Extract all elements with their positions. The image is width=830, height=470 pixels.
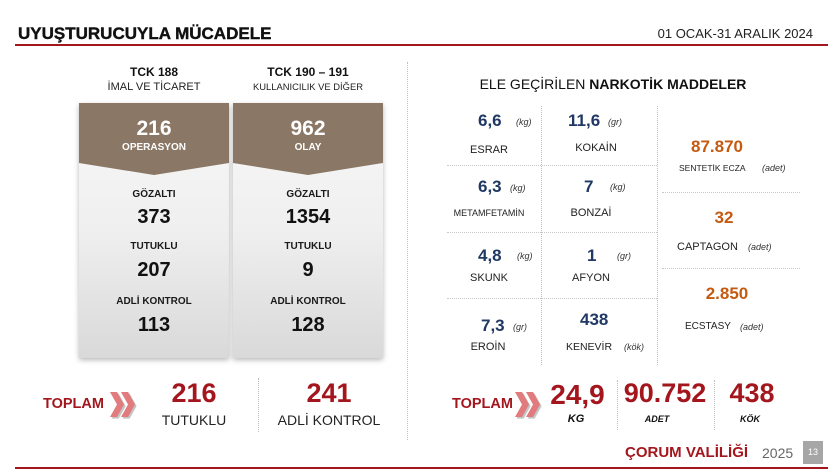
substance-name: SKUNK (470, 272, 508, 284)
substance-value: 11,6 (568, 111, 601, 130)
card-header (233, 103, 383, 175)
substance-value: 6,3 (478, 177, 502, 196)
footer-organization: ÇORUM VALİLİĞİ (625, 444, 749, 461)
grid-divider (447, 165, 657, 166)
stat-value: 373 (137, 206, 171, 228)
counted-unit: (adet) (740, 322, 764, 332)
counted-name: ECSTASY (685, 321, 731, 332)
grid-divider (662, 268, 800, 269)
total-judicial-control-value: 241 (306, 378, 352, 408)
case-code-1: TCK 188 (129, 65, 179, 79)
total-weight-value: 24,9 (550, 379, 605, 410)
stat-value: 207 (137, 259, 171, 281)
substance-value: 7 (584, 177, 594, 196)
seizures-total-label: TOPLAM (452, 396, 513, 412)
cases-total-label: TOPLAM (43, 396, 104, 412)
substance-unit: (kg) (517, 251, 533, 261)
case-code-2: TCK 190 – 191 (267, 65, 349, 79)
incident-label: OLAY (294, 142, 322, 153)
footer-rule (15, 467, 828, 469)
grid-divider (447, 298, 657, 299)
total-count-value: 90.752 (623, 378, 707, 408)
substance-name: BONZAİ (570, 207, 612, 219)
substance-unit: (gr) (513, 322, 527, 332)
stat-label: ADLİ KONTROL (270, 296, 346, 307)
substance-unit: (kg) (510, 183, 526, 193)
seizures-title-bold: NARKOTİK MADDELER (589, 76, 747, 92)
total-judicial-control-label: ADLİ KONTROL (277, 412, 381, 428)
substance-value: 1 (587, 246, 597, 265)
operation-count: 216 (136, 117, 172, 140)
total-count-unit: ADET (644, 414, 670, 424)
card-header (79, 103, 229, 175)
stat-value: 1354 (285, 206, 331, 228)
total-arrested-label: TUTUKLU (161, 412, 227, 428)
substance-name: KENEVİR (565, 341, 613, 353)
counted-name: CAPTAGON (677, 241, 738, 253)
divider (617, 380, 618, 430)
substance-unit: (kg) (610, 182, 626, 192)
seizures-title-regular: ELE GEÇİRİLEN (479, 76, 586, 92)
substance-value: 7,3 (481, 316, 505, 335)
stat-label: GÖZALTI (286, 189, 330, 200)
stat-label: TUTUKLU (130, 241, 178, 252)
counted-value: 32 (714, 208, 734, 227)
substance-value: 6,6 (478, 111, 502, 130)
double-chevron-right-icon (110, 392, 137, 419)
grid-divider (447, 232, 657, 233)
footer-year: 2025 (762, 445, 794, 461)
case-card-1: 216 OPERASYON GÖZALTI 373 TUTUKLU 207 AD… (79, 103, 229, 358)
counted-unit: (adet) (748, 242, 772, 252)
substance-name: METAMFETAMİN (453, 208, 525, 218)
header-rule (15, 44, 828, 46)
operation-label: OPERASYON (122, 142, 186, 153)
stat-value: 9 (302, 259, 314, 281)
counted-unit: (adet) (762, 163, 786, 173)
incident-count: 962 (290, 117, 326, 140)
stat-label: TUTUKLU (284, 241, 332, 252)
total-root-value: 438 (729, 378, 775, 408)
divider (714, 380, 715, 430)
case-subtitle-1: İMAL VE TİCARET (107, 81, 201, 93)
stat-value: 113 (137, 314, 171, 336)
section-divider (407, 62, 408, 440)
seizures-title: ELE GEÇİRİLEN NARKOTİK MADDELER (418, 75, 808, 93)
case-subtitle-2: KULLANICILIK VE DİĞER (253, 81, 363, 92)
substance-name: ESRAR (470, 144, 508, 156)
stat-label: ADLİ KONTROL (116, 296, 192, 307)
stat-value: 128 (291, 314, 325, 336)
page-title: UYUŞTURUCUYLA MÜCADELE (18, 24, 272, 43)
date-range: 01 OCAK-31 ARALIK 2024 (657, 26, 813, 41)
total-root-unit: KÖK (740, 414, 760, 424)
grid-divider (657, 106, 658, 365)
total-weight-unit: KG (567, 413, 585, 425)
substance-name: AFYON (572, 272, 610, 284)
counted-value: 87.870 (691, 137, 743, 156)
substance-name: KOKAİN (575, 142, 617, 154)
substance-name: EROİN (470, 341, 506, 353)
total-arrested-value: 216 (171, 378, 217, 408)
substance-value: 438 (580, 310, 609, 329)
substance-unit: (gr) (617, 251, 631, 261)
substance-unit: (gr) (608, 117, 622, 127)
case-card-2: 962 OLAY GÖZALTI 1354 TUTUKLU 9 ADLİ KON… (233, 103, 383, 358)
substance-unit: (kg) (516, 117, 532, 127)
double-chevron-right-icon (515, 392, 542, 419)
page-number: 13 (803, 441, 823, 464)
substance-unit: (kök) (624, 342, 644, 352)
grid-divider (541, 106, 542, 365)
grid-divider (662, 192, 800, 193)
counted-name: SENTETİK ECZA (679, 163, 746, 173)
stat-label: GÖZALTI (132, 189, 176, 200)
divider (258, 378, 259, 432)
substance-value: 4,8 (478, 246, 502, 265)
counted-value: 2.850 (705, 284, 749, 303)
